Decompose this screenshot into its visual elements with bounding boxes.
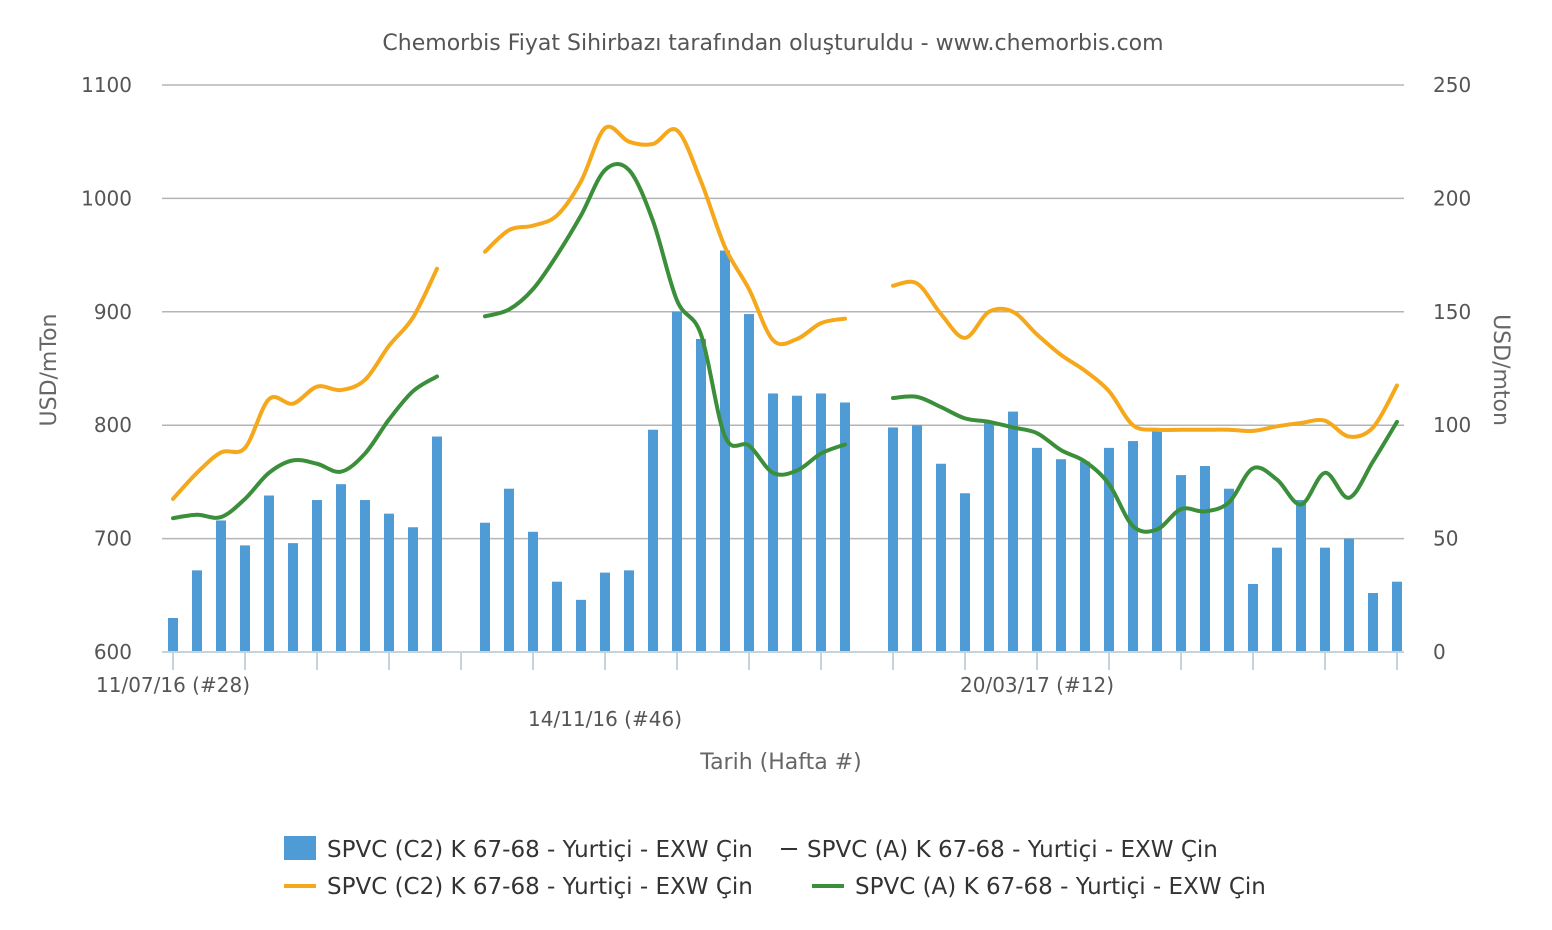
x-tick-label: 14/11/16 (#46) xyxy=(528,707,682,731)
right-tick-label: 0 xyxy=(1433,640,1446,664)
bar xyxy=(360,500,370,652)
bar xyxy=(648,429,658,652)
line-spvc-c2 xyxy=(483,124,847,347)
bar xyxy=(1200,466,1210,652)
bar xyxy=(1248,583,1258,652)
bar xyxy=(240,545,250,652)
bar xyxy=(624,570,634,652)
left-tick-label: 700 xyxy=(94,527,132,551)
line-series xyxy=(171,124,1399,534)
bar xyxy=(216,520,226,652)
left-axis-label: USD/mTon xyxy=(37,314,62,427)
right-tick-label: 50 xyxy=(1433,527,1458,551)
line-spvc-c2 xyxy=(891,279,1399,439)
bar xyxy=(336,484,346,652)
bar xyxy=(1224,488,1234,652)
bar-series xyxy=(168,250,1402,652)
line-spvc-a xyxy=(171,374,439,521)
line-spvc-a xyxy=(483,162,847,477)
bar xyxy=(840,402,850,652)
left-tick-label: 1000 xyxy=(81,186,132,210)
bar xyxy=(288,543,298,652)
left-axis-ticks: 600 700 800 900 1000 1100 xyxy=(81,73,132,664)
bar xyxy=(312,500,322,652)
x-axis-label: Tarih (Hafta #) xyxy=(699,750,861,775)
x-axis: 11/07/16 (#28) 14/11/16 (#46) 20/03/17 (#1… xyxy=(96,651,1404,731)
bar xyxy=(504,488,514,652)
bar xyxy=(1320,547,1330,652)
bar xyxy=(432,436,442,652)
bar xyxy=(1008,411,1018,652)
bar xyxy=(1032,447,1042,652)
bar xyxy=(768,393,778,652)
legend: SPVC (C2) K 67-68 - Yurtiçi - EXW Çin SP… xyxy=(284,836,1266,900)
bar xyxy=(960,493,970,652)
bar xyxy=(696,339,706,652)
bar xyxy=(384,513,394,652)
left-tick-label: 800 xyxy=(94,413,132,437)
bar xyxy=(480,522,490,652)
bar xyxy=(984,422,994,652)
bar xyxy=(408,527,418,652)
legend-item-line-c2: SPVC (C2) K 67-68 - Yurtiçi - EXW Çin xyxy=(327,874,753,900)
bar xyxy=(672,311,682,652)
bar xyxy=(936,463,946,652)
bar xyxy=(168,617,178,652)
bar xyxy=(744,314,754,652)
line-spvc-a xyxy=(891,394,1399,534)
right-tick-label: 100 xyxy=(1433,413,1471,437)
bar xyxy=(576,599,586,652)
x-tick-label: 11/07/16 (#28) xyxy=(96,673,250,697)
bar xyxy=(1080,461,1090,652)
legend-item-line-a: SPVC (A) K 67-68 - Yurtiçi - EXW Çin xyxy=(855,874,1266,900)
legend-item-bar: SPVC (C2) K 67-68 - Yurtiçi - EXW Çin xyxy=(327,837,753,863)
bar xyxy=(792,395,802,652)
left-tick-label: 600 xyxy=(94,640,132,664)
bar xyxy=(192,570,202,652)
right-tick-label: 200 xyxy=(1433,186,1471,210)
left-tick-label: 1100 xyxy=(81,73,132,97)
bar xyxy=(1176,475,1186,652)
bar xyxy=(552,581,562,652)
bar xyxy=(1344,538,1354,652)
bar xyxy=(264,495,274,652)
legend-bar-swatch xyxy=(284,836,316,860)
legend-item-legend-only: SPVC (A) K 67-68 - Yurtiçi - EXW Çin xyxy=(807,837,1218,863)
bar xyxy=(1104,447,1114,652)
bar xyxy=(912,425,922,652)
right-tick-label: 150 xyxy=(1433,300,1471,324)
bar xyxy=(1272,547,1282,652)
line-spvc-c2 xyxy=(171,266,439,501)
bar xyxy=(1152,429,1162,652)
bar xyxy=(1368,593,1378,652)
x-tick-label: 20/03/17 (#12) xyxy=(960,673,1114,697)
bar xyxy=(1056,459,1066,652)
left-tick-label: 900 xyxy=(94,300,132,324)
bar xyxy=(1392,581,1402,652)
bar xyxy=(1128,441,1138,652)
bar xyxy=(888,427,898,652)
bar xyxy=(528,531,538,652)
grid-lines xyxy=(162,84,1404,540)
right-axis-ticks: 0 50 100 150 200 250 xyxy=(1433,73,1471,664)
bar xyxy=(720,250,730,652)
bar xyxy=(1296,500,1306,652)
right-axis-label: USD/mton xyxy=(1488,314,1513,426)
bar xyxy=(816,393,826,652)
chart-title: Chemorbis Fiyat Sihirbazı tarafından olu… xyxy=(382,31,1163,56)
right-tick-label: 250 xyxy=(1433,73,1471,97)
bar xyxy=(600,572,610,652)
